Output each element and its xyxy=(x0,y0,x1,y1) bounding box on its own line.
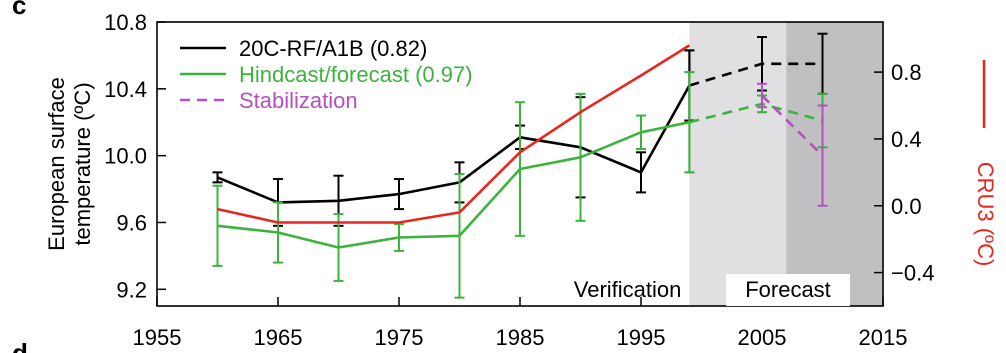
y-axis-right: −0.4 0.0 0.4 0.8 xyxy=(874,60,934,286)
x-tick-label-4: 1995 xyxy=(617,325,666,350)
y-axis-left: 9.2 9.6 10.0 10.4 10.8 xyxy=(104,10,166,302)
region-labels: Verification Forecast xyxy=(574,274,850,306)
region-label-verification: Verification xyxy=(574,277,682,302)
panel-label-c: c xyxy=(12,0,26,20)
y-tick-label-3: 10.4 xyxy=(104,77,147,102)
y-tick-label-4: 10.8 xyxy=(104,10,147,35)
y-axis-title-left: European surface temperature (ºC) xyxy=(44,77,95,251)
region-band-2 xyxy=(786,22,883,306)
y2-tick-label-2: 0.4 xyxy=(891,127,922,152)
y-tick-label-1: 9.6 xyxy=(116,210,147,235)
x-axis: 1955 1965 1975 1985 1995 2005 2015 xyxy=(133,297,908,350)
legend-label-1: Hindcast/forecast (0.97) xyxy=(239,62,473,87)
legend: 20C-RF/A1B (0.82)Hindcast/forecast (0.97… xyxy=(180,36,473,113)
x-tick-label-5: 2005 xyxy=(738,325,787,350)
y2-tick-label-1: 0.0 xyxy=(891,194,922,219)
data-series xyxy=(212,32,828,299)
x-tick-label-2: 1975 xyxy=(375,325,424,350)
y-axis-title-line-2: temperature (ºC) xyxy=(70,82,95,245)
series-line-2 xyxy=(217,120,690,249)
region-band-1 xyxy=(689,22,787,306)
x-tick-label-6: 2015 xyxy=(859,325,908,350)
region-bands xyxy=(689,22,883,306)
y-tick-label-2: 10.0 xyxy=(104,144,147,169)
series-line-5 xyxy=(217,44,691,224)
legend-label-0: 20C-RF/A1B (0.82) xyxy=(239,36,427,61)
y2-tick-label-0: −0.4 xyxy=(891,261,934,286)
y-axis-title-right: CRU3 (ºC) xyxy=(973,162,998,267)
y-tick-label-0: 9.2 xyxy=(116,277,147,302)
series-line-1 xyxy=(689,62,823,87)
region-label-forecast: Forecast xyxy=(745,277,831,302)
panel-label-d: d xyxy=(12,338,28,353)
legend-label-2: Stabilization xyxy=(239,88,358,113)
x-tick-label-0: 1955 xyxy=(133,325,182,350)
y2-tick-label-3: 0.8 xyxy=(891,60,922,85)
y-axis-title-line-1: European surface xyxy=(44,77,69,251)
series-line-4 xyxy=(761,94,824,157)
x-tick-label-3: 1985 xyxy=(496,325,545,350)
x-tick-label-1: 1965 xyxy=(254,325,303,350)
region-label-forecast-background xyxy=(726,274,850,306)
